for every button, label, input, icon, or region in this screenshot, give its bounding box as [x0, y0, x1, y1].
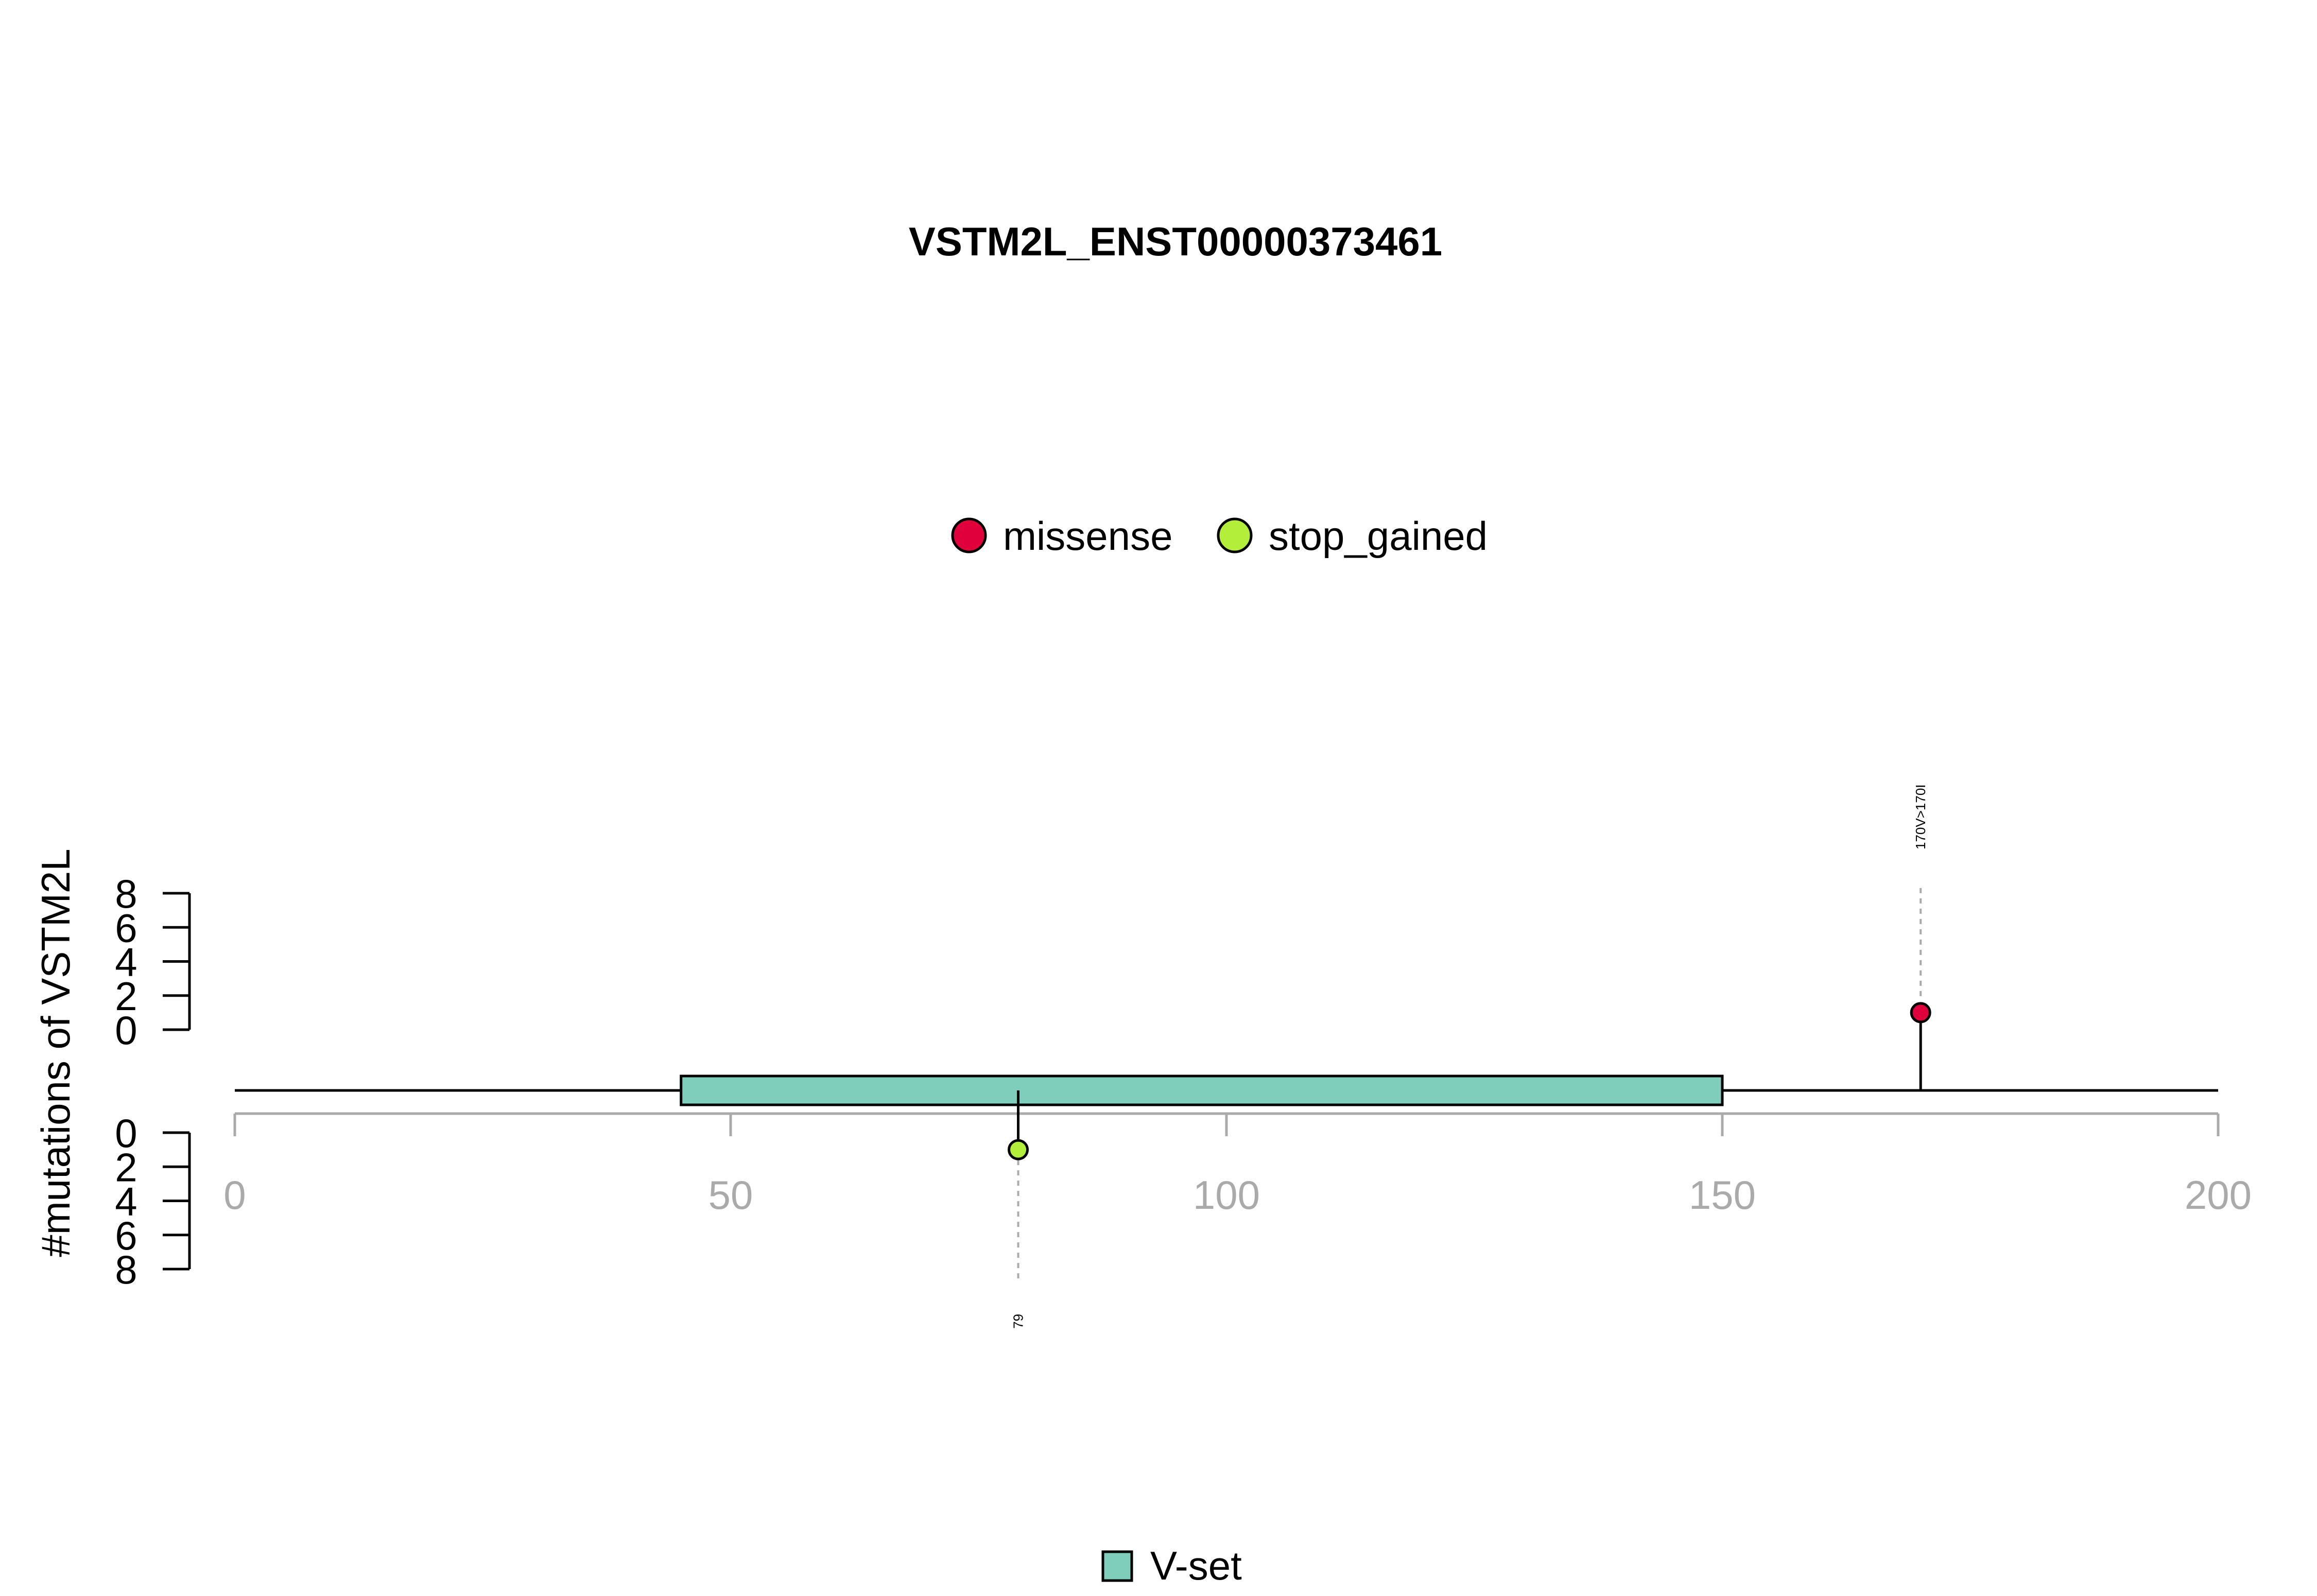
- y-tick-label-top-4: 4: [115, 940, 137, 985]
- legend-label-missense: missense: [1003, 513, 1172, 559]
- mutation-legend: missense stop_gained: [951, 513, 1488, 559]
- domain-legend-swatch-V-set: [1101, 1550, 1133, 1582]
- x-tick-label-0: 0: [223, 1172, 246, 1218]
- x-tick-label-50: 50: [708, 1172, 753, 1218]
- domain-legend-label-V-set: V-set: [1150, 1543, 1242, 1588]
- domain-V-set: [680, 1074, 1724, 1106]
- x-tick-label-100: 100: [1193, 1172, 1260, 1218]
- legend-label-stop_gained: stop_gained: [1269, 513, 1488, 559]
- mutations: 170V>170I 79: [1008, 784, 1931, 1329]
- y-tick-label-top-0: 0: [115, 1008, 137, 1053]
- y-axis-label: #mutations of VSTM2L: [33, 848, 78, 1257]
- y-tick-label-top-2: 2: [115, 974, 137, 1019]
- legend-marker-stop_gained: [1217, 517, 1253, 553]
- y-tick-label-bottom-6: 6: [115, 1213, 137, 1258]
- y-tick-label-bottom-8: 8: [115, 1247, 137, 1292]
- x-tick-label-150: 150: [1689, 1172, 1756, 1218]
- domain-legend: V-set: [1101, 1543, 1242, 1588]
- legend-marker-missense: [951, 517, 987, 553]
- mutation-point-79: [1008, 1139, 1029, 1160]
- x-axis: 0 50 100 150 200: [223, 1112, 2252, 1218]
- mutation-point-170: [1910, 1002, 1931, 1023]
- y-tick-label-bottom-2: 2: [115, 1144, 137, 1190]
- x-tick-label-200: 200: [2185, 1172, 2252, 1218]
- domains: [680, 1074, 1724, 1106]
- y-tick-label-bottom-4: 4: [115, 1179, 137, 1224]
- mutation-label-79: 79: [1011, 1314, 1026, 1329]
- y-tick-label-top-8: 8: [115, 871, 137, 916]
- mutation-label-170: 170V>170I: [1913, 784, 1928, 849]
- y-tick-label-top-6: 6: [115, 905, 137, 950]
- y-tick-label-bottom-0: 0: [115, 1111, 137, 1156]
- chart-title: VSTM2L_ENST00000373461: [909, 219, 1442, 264]
